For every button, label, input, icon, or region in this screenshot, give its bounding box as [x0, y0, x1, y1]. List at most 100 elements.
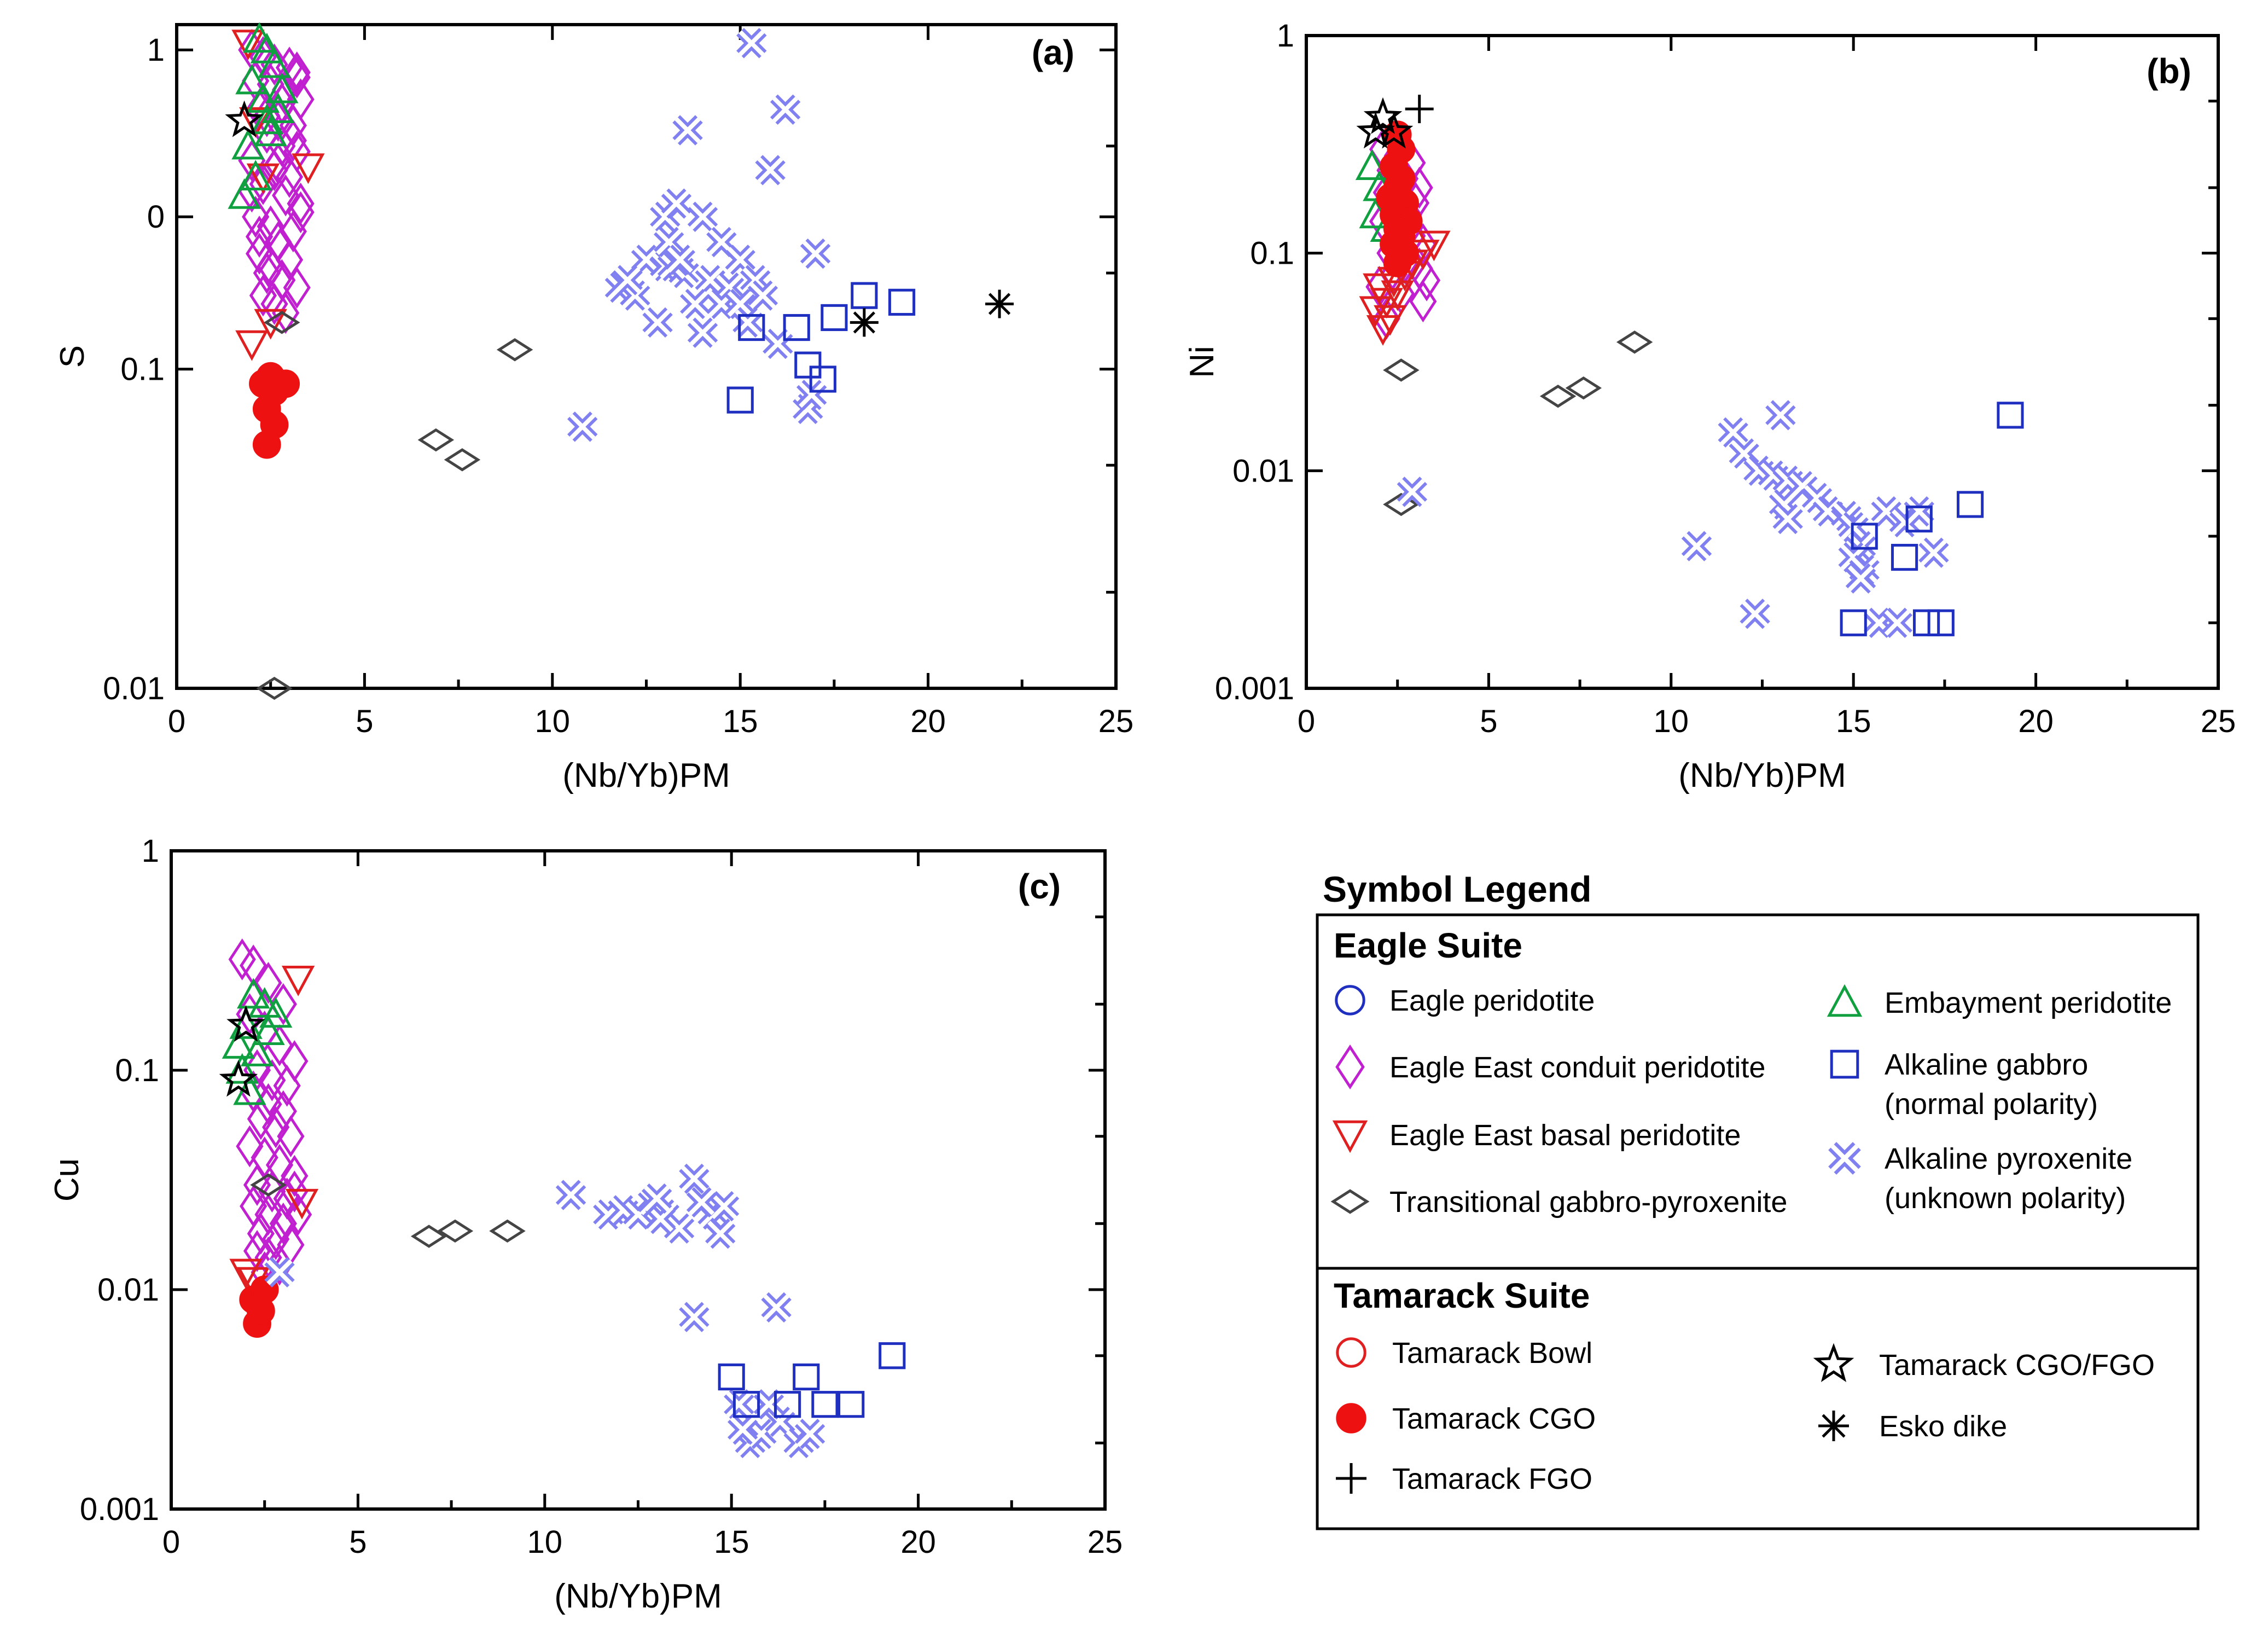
data-point [1718, 417, 1748, 448]
series-tamFGO [1405, 95, 1434, 124]
data-point [229, 1258, 263, 1290]
x-tick-label: 15 [714, 1524, 749, 1560]
panel-a-chart: 0 5 10 15 20 25 0.01 0.1 0 1 (Nb/Yb)PM S (a) [54, 22, 1133, 794]
data-point [738, 314, 765, 341]
data-point [219, 1060, 258, 1097]
legend-label-eagle: Eagle peridotite [1389, 984, 1595, 1017]
data-point [838, 1391, 865, 1418]
data-point [687, 201, 718, 232]
data-point [687, 317, 718, 348]
data-point [246, 163, 280, 194]
data-point [1905, 505, 1933, 533]
data-point [272, 174, 300, 217]
data-point [243, 1164, 271, 1206]
data-point [246, 233, 274, 275]
data-point [410, 1225, 447, 1248]
data-point [1765, 400, 1796, 431]
series-tamCGOFGO [225, 100, 264, 137]
data-point [246, 216, 274, 258]
data-point [747, 280, 778, 311]
data-point [642, 307, 673, 338]
data-point [1851, 523, 1878, 550]
data-point [811, 1391, 839, 1418]
data-point [708, 1191, 740, 1222]
data-point [1383, 358, 1420, 382]
legend-sublabel-alkGab: (normal polarity) [1885, 1088, 2098, 1121]
data-point [239, 160, 272, 190]
panel-b-chart: 0 5 10 15 20 25 0.001 0.01 0.1 1 (Nb/Yb)PM Ni (b) [1183, 18, 2236, 794]
y-axis-label: Cu [48, 1158, 86, 1202]
data-point [718, 1363, 745, 1391]
data-point [1740, 599, 1770, 629]
data-point [726, 386, 754, 414]
x-axis-label: (Nb/Yb)PM [554, 1577, 722, 1615]
data-point [240, 1035, 274, 1066]
legend-marker-tamFGO [1336, 1463, 1366, 1494]
data-point [725, 288, 755, 320]
data-point [612, 265, 643, 295]
data-point [1417, 230, 1451, 262]
x-tick-label: 10 [1654, 704, 1689, 739]
data-point [226, 1005, 265, 1042]
data-point [850, 308, 879, 337]
data-point [287, 191, 315, 234]
data-point [437, 1219, 474, 1243]
y-tick-label: 0.001 [1215, 671, 1294, 706]
legend-marker-esko [1818, 1411, 1849, 1441]
series-embay [222, 978, 293, 1105]
data-point [496, 338, 533, 362]
data-point [1374, 305, 1407, 336]
data-point [273, 1064, 301, 1107]
legend-marker-embay [1827, 984, 1863, 1017]
data-point [281, 1170, 309, 1213]
data-point [1956, 491, 1984, 518]
legend-label-alkGab: Alkaline gabbro [1885, 1048, 2088, 1081]
x-tick-label: 5 [1480, 704, 1497, 739]
series-trans [250, 1173, 526, 1248]
x-tick-label: 5 [356, 704, 373, 739]
data-point [235, 63, 269, 95]
series-alkGab [726, 282, 916, 414]
data-point [774, 1391, 801, 1418]
legend-label-alkPyx: Alkaline pyroxenite [1885, 1142, 2132, 1175]
data-point [1891, 543, 1918, 571]
series-tamCGOFGO [1356, 97, 1414, 149]
data-point [1840, 609, 1867, 636]
legend-marker-trans [1330, 1189, 1370, 1214]
data-point [417, 428, 455, 452]
data-point [231, 129, 265, 160]
data-point [257, 245, 284, 287]
legend-label-trans: Transitional gabbro-pyroxenite [1389, 1186, 1787, 1219]
data-point [1616, 330, 1653, 354]
data-point [1366, 315, 1400, 346]
series-alkPyx [1397, 400, 1949, 638]
legend-label-eagleEast: Eagle East conduit peridotite [1389, 1051, 1765, 1084]
x-axis-label: (Nb/Yb)PM [1678, 757, 1846, 794]
data-point [240, 944, 267, 987]
panel-tag: (b) [2147, 51, 2191, 91]
plot-frame [1305, 34, 2220, 690]
data-point [661, 188, 692, 219]
y-axis-label: Ni [1183, 346, 1221, 378]
data-point [222, 1028, 255, 1059]
data-point [761, 1292, 792, 1323]
plot-frame [170, 849, 1107, 1511]
legend-label-esko: Esko dike [1879, 1410, 2007, 1443]
legend-tamarack-suite: Tamarack Suite [1334, 1276, 1590, 1315]
data-point [256, 362, 285, 391]
data-point [269, 983, 297, 1025]
y-axis-label: S [54, 345, 91, 368]
data-point [641, 1183, 672, 1214]
data-point [237, 978, 270, 1009]
data-point [705, 1218, 736, 1249]
y-tick-label: 0.1 [115, 1053, 159, 1088]
data-point [252, 1014, 285, 1045]
data-point [236, 1125, 264, 1168]
data-point [809, 365, 836, 393]
data-point [1397, 477, 1428, 507]
data-point [262, 1218, 290, 1260]
x-axis-label: (Nb/Yb)PM [562, 757, 730, 794]
legend-items: Eagle peridotite Eagle East conduit perid… [1330, 984, 2172, 1495]
data-point [724, 1389, 754, 1420]
y-tick-label: 0.01 [97, 1272, 159, 1308]
